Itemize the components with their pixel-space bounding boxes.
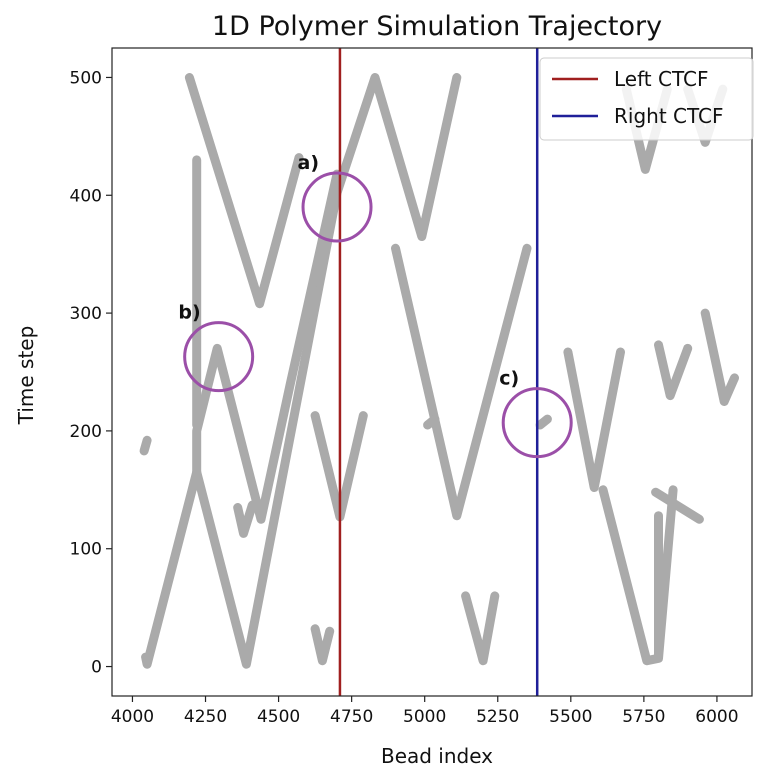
trajectory-segment-0 xyxy=(139,435,152,456)
annotation-label-2: c) xyxy=(499,368,519,390)
annotations: a) b) c) xyxy=(178,152,573,459)
y-tick-label: 0 xyxy=(91,658,102,678)
trajectory-segment-9 xyxy=(461,591,500,666)
x-axis-label: Bead index xyxy=(381,744,493,768)
trajectory-segment-3 xyxy=(184,73,304,309)
annotation-label-0: a) xyxy=(298,152,320,174)
trajectory-segment-16 xyxy=(654,340,693,401)
x-tick-label: 5500 xyxy=(549,707,592,727)
y-axis-label: Time step xyxy=(14,326,38,426)
trajectory-segment-12 xyxy=(563,347,625,492)
x-tick-label: 5250 xyxy=(476,707,519,727)
legend-label-left-ctcf: Left CTCF xyxy=(614,67,708,91)
y-axis: 0 100 200 300 400 500 xyxy=(70,68,112,678)
y-tick-label: 200 xyxy=(70,422,102,442)
y-tick-label: 500 xyxy=(70,68,102,88)
x-tick-label: 4750 xyxy=(330,707,373,727)
trajectory-segment-11 xyxy=(535,414,552,430)
legend-label-right-ctcf: Right CTCF xyxy=(614,104,724,128)
annotation-label-1: b) xyxy=(178,302,200,324)
plot-frame xyxy=(111,47,753,697)
trajectory-segment-15 xyxy=(651,487,704,524)
x-tick-label: 5750 xyxy=(622,707,665,727)
x-tick-label: 4250 xyxy=(184,707,227,727)
x-tick-label: 4500 xyxy=(257,707,300,727)
y-tick-label: 300 xyxy=(70,304,102,324)
annotation-circle-2 xyxy=(501,387,573,459)
trajectory-segment-2 xyxy=(192,169,342,524)
y-tick-label: 100 xyxy=(70,540,102,560)
trajectory-segment-5 xyxy=(233,500,257,538)
annotation-circle-0 xyxy=(301,171,373,243)
y-tick-label: 400 xyxy=(70,186,102,206)
annotation-circle-1 xyxy=(183,321,255,393)
legend: Left CTCF Right CTCF xyxy=(539,57,754,141)
x-tick-label: 4000 xyxy=(111,707,154,727)
trajectory-segment-1 xyxy=(141,73,462,669)
trajectory-segment-8 xyxy=(391,243,532,521)
trajectory-segment-10 xyxy=(423,414,440,430)
chart-title: 1D Polymer Simulation Trajectory xyxy=(212,11,662,42)
trajectory-segment-13 xyxy=(598,485,678,666)
trajectory-segment-6 xyxy=(310,624,335,666)
plot-area xyxy=(139,48,739,696)
x-tick-label: 6000 xyxy=(695,707,738,727)
x-tick-label: 5000 xyxy=(403,707,446,727)
x-axis: 4000 4250 4500 4750 5000 5250 5500 5750 6000 xyxy=(111,696,739,727)
trajectory-segment-17 xyxy=(700,308,739,406)
